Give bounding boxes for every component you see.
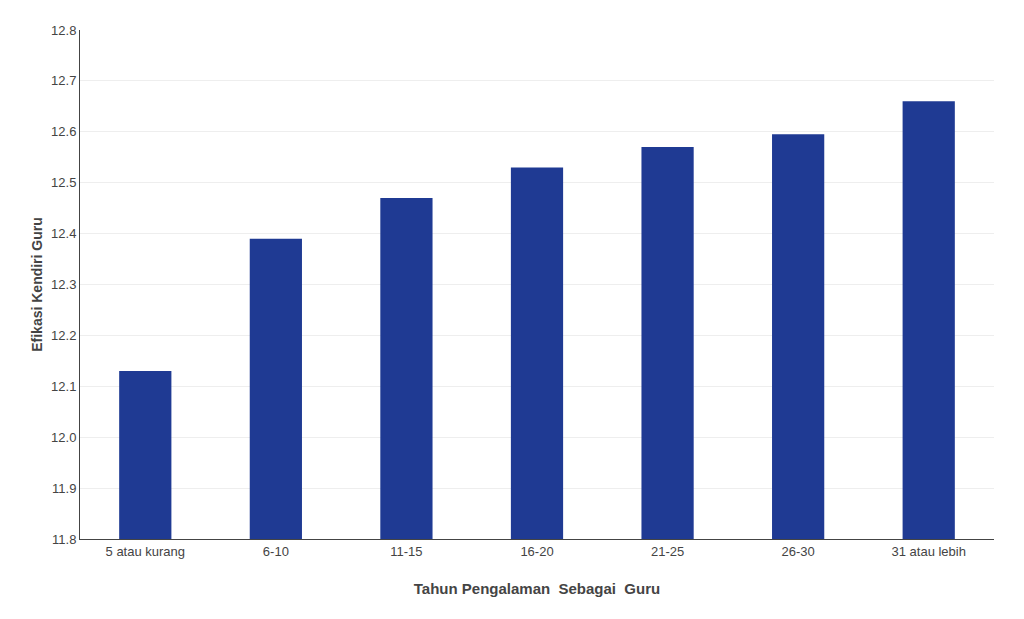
svg-text:11.8: 11.8	[52, 532, 76, 547]
svg-text:12.3: 12.3	[51, 277, 76, 292]
svg-text:Efikasi Kendiri Guru: Efikasi Kendiri Guru	[29, 217, 45, 352]
svg-text:5 atau kurang: 5 atau kurang	[106, 544, 186, 559]
svg-text:11.9: 11.9	[52, 481, 76, 496]
svg-text:11-15: 11-15	[390, 544, 422, 559]
svg-text:16-20: 16-20	[520, 544, 553, 559]
svg-text:12.5: 12.5	[51, 175, 76, 190]
svg-text:12.4: 12.4	[51, 226, 76, 241]
svg-text:12.2: 12.2	[51, 328, 76, 343]
svg-text:21-25: 21-25	[651, 544, 684, 559]
svg-text:Tahun Pengalaman Sebagai Gur: Tahun Pengalaman Sebagai Guru	[414, 580, 660, 597]
svg-text:12.0: 12.0	[51, 430, 76, 445]
svg-text:12.8: 12.8	[51, 23, 76, 38]
svg-text:26-30: 26-30	[782, 544, 815, 559]
svg-text:12.6: 12.6	[51, 124, 76, 139]
svg-text:31 atau lebih: 31 atau lebih	[891, 544, 965, 559]
svg-text:12.1: 12.1	[51, 379, 76, 394]
svg-text:12.7: 12.7	[51, 73, 76, 88]
svg-text:6-10: 6-10	[263, 544, 289, 559]
